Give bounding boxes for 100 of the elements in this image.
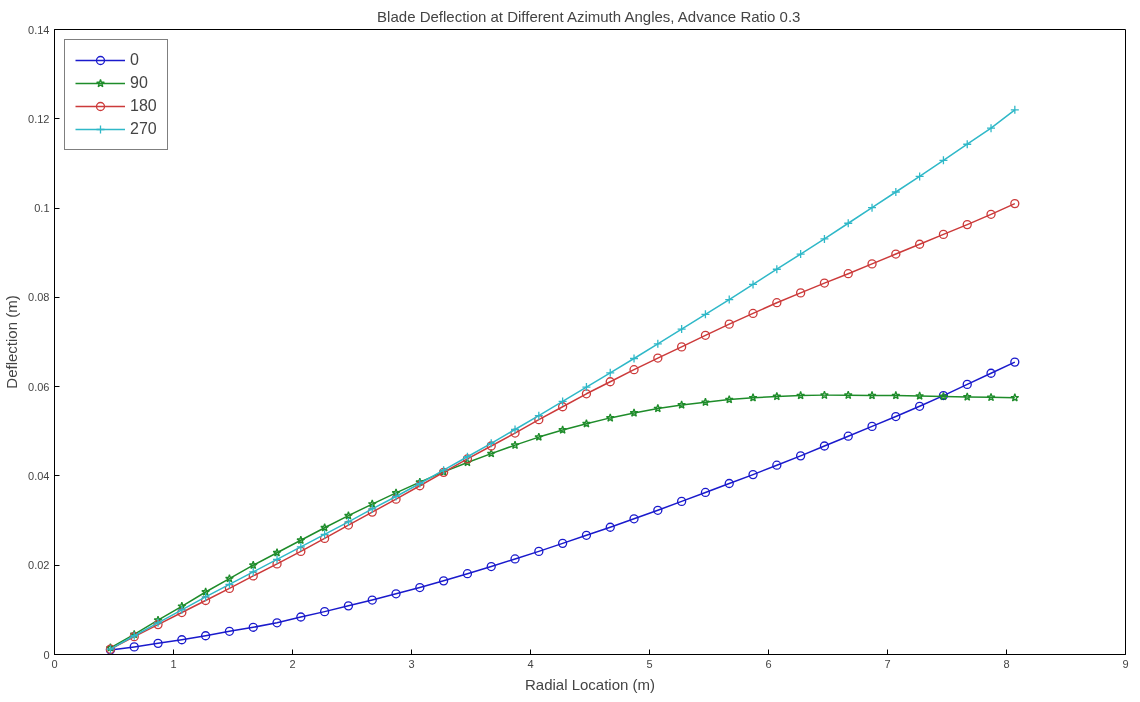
point (676, 324, 687, 334)
point (510, 554, 520, 564)
point (391, 488, 401, 497)
point (962, 379, 972, 390)
point (914, 239, 925, 249)
point (843, 390, 853, 400)
point (748, 469, 758, 480)
point (319, 607, 330, 617)
point (819, 234, 830, 244)
point (867, 421, 877, 432)
point (486, 448, 496, 458)
point (1010, 105, 1020, 115)
point (962, 392, 972, 401)
point (748, 279, 758, 290)
point (772, 391, 782, 401)
point (915, 391, 925, 400)
point (986, 392, 996, 402)
point (557, 402, 568, 412)
y-tick-label: 0.06 (28, 380, 50, 393)
point (200, 592, 211, 602)
point (843, 431, 853, 441)
point (914, 401, 925, 411)
x-tick-label: 6 (765, 657, 772, 670)
x-tick-label: 0 (51, 657, 58, 670)
y-tick-label: 0 (43, 648, 50, 661)
x-tick-label: 2 (289, 657, 296, 670)
point (557, 538, 568, 548)
point (224, 626, 235, 636)
y-tick-label: 0.02 (28, 559, 50, 572)
y-tick-label: 0.08 (28, 291, 50, 304)
point (462, 569, 473, 579)
x-tick-label: 3 (408, 657, 415, 670)
x-tick-label: 8 (1003, 657, 1010, 670)
legend-label: 90 (130, 74, 149, 92)
legend-label: 180 (130, 97, 157, 115)
point (653, 353, 663, 363)
point (177, 635, 187, 645)
point (272, 618, 282, 628)
point (724, 478, 734, 489)
x-tick-label: 1 (170, 657, 177, 670)
point (272, 548, 282, 557)
point (676, 342, 687, 352)
point (748, 308, 758, 319)
point (319, 533, 330, 544)
y-tick-label: 0.1 (34, 202, 50, 215)
point (819, 278, 830, 288)
point (677, 400, 687, 409)
y-tick-label: 0.14 (28, 23, 50, 36)
point (581, 530, 592, 540)
point (795, 249, 806, 259)
point (343, 511, 353, 520)
point (391, 589, 401, 599)
point (605, 377, 615, 387)
point (510, 424, 520, 435)
point (510, 440, 520, 450)
point (795, 288, 806, 298)
point (1010, 357, 1020, 367)
point (700, 397, 710, 407)
x-axis-title: Radial Location (m) (524, 675, 656, 693)
point (1010, 198, 1020, 209)
y-tick-label: 0.12 (28, 112, 50, 125)
point (201, 587, 211, 596)
point (248, 567, 258, 577)
x-tick-label: 4 (527, 657, 534, 670)
point (296, 546, 306, 557)
point (772, 298, 782, 308)
point (938, 229, 949, 240)
point (843, 269, 853, 279)
point (986, 368, 996, 378)
point (200, 631, 211, 641)
point (581, 419, 591, 428)
point (629, 514, 639, 524)
point (700, 487, 711, 498)
point (296, 535, 306, 545)
point (724, 319, 734, 329)
point (986, 123, 996, 133)
y-tick-label: 0.04 (28, 469, 50, 482)
y-axis-title: Deflection (m) (3, 295, 21, 389)
point (605, 413, 615, 422)
point (819, 441, 830, 451)
point (534, 432, 544, 441)
point (296, 542, 306, 552)
point (296, 612, 306, 622)
point (153, 638, 163, 648)
point (224, 573, 234, 583)
x-tick-label: 7 (884, 657, 891, 670)
point (510, 428, 520, 438)
legend-label: 270 (130, 120, 157, 138)
point (129, 642, 139, 652)
point (676, 496, 687, 507)
point (891, 390, 901, 400)
point (248, 560, 258, 570)
point (605, 522, 615, 532)
point (367, 595, 377, 605)
point (986, 209, 996, 219)
point (748, 393, 758, 402)
point (486, 561, 496, 572)
point (534, 546, 544, 557)
point (343, 601, 354, 611)
point (438, 576, 449, 586)
